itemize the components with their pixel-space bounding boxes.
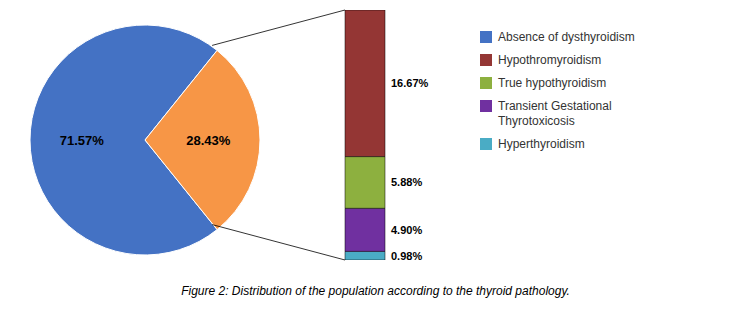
html-text:Figure 2: Distribution of the: Figure 2: Distribution of the population…	[181, 284, 570, 298]
svg-text:16.67%: 16.67%	[391, 77, 429, 89]
html-text:Hypothromyroidism: Hypothromyroidism	[498, 53, 602, 67]
svg-text:0.98%: 0.98%	[391, 250, 422, 260]
html-text:True hypothyroidism: True hypothyroidism	[498, 76, 607, 90]
svg-text:28.43%: 28.43%	[186, 133, 231, 148]
svg-text:4.90%: 4.90%	[391, 224, 422, 236]
svg-text:5.88%: 5.88%	[391, 176, 422, 188]
html-text:Transient Gestational Thyrotox: Transient Gestational Thyrotoxicosis	[498, 99, 612, 128]
html-text:Absence of dysthyroidism: Absence of dysthyroidism	[498, 30, 635, 44]
html-text:Hyperthyroidism: Hyperthyroidism	[498, 137, 585, 151]
svg-text:71.57%: 71.57%	[60, 133, 105, 148]
